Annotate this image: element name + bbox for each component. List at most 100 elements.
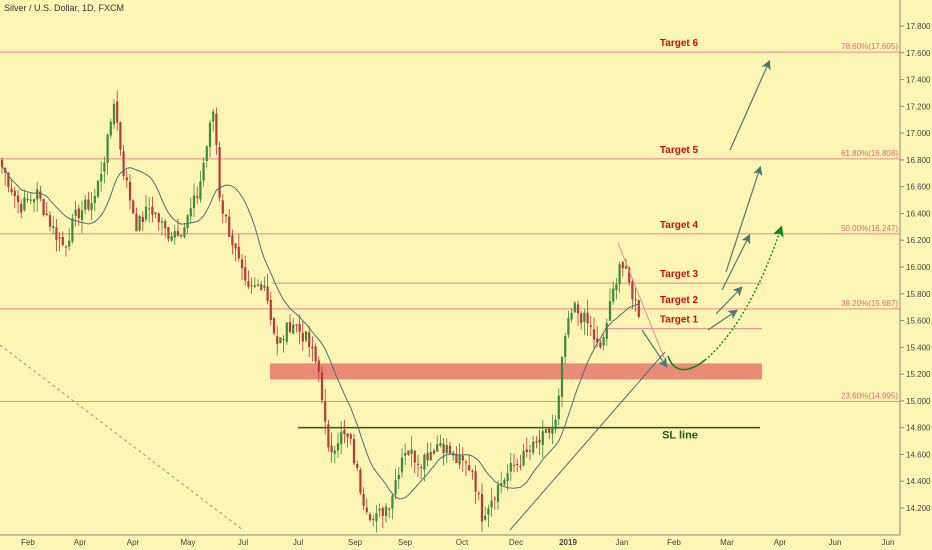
x-tick-label: Jun (829, 538, 842, 547)
candle-body (132, 200, 135, 214)
candle-body (589, 325, 592, 327)
candle-body (400, 457, 404, 473)
y-tick-label: 15.600 (906, 317, 931, 326)
candle-body (196, 196, 199, 199)
target-label: Target 3 (660, 269, 699, 280)
candle-body (404, 453, 407, 456)
candle-body (519, 466, 522, 468)
moving-average-line (1, 166, 639, 500)
target-arrow (715, 286, 743, 315)
candle-body (68, 240, 71, 247)
candle-body (528, 450, 532, 452)
candle-body (564, 335, 567, 357)
candle-body (324, 401, 327, 422)
candle-body (432, 450, 436, 454)
fib-level-label: 78.60%(17.605) (841, 42, 898, 51)
candle-body (535, 441, 538, 443)
candle-body (288, 322, 292, 333)
y-tick-label: 14.200 (906, 504, 931, 513)
candle-body (592, 329, 596, 340)
candle-body (468, 465, 471, 471)
candle-body (202, 162, 205, 181)
dashed-trendline (0, 344, 244, 531)
candle-body (487, 508, 490, 515)
y-tick-label: 15.800 (906, 290, 931, 299)
candle-body (71, 218, 74, 242)
candle-body (164, 220, 167, 229)
candle-body (55, 227, 58, 240)
candle-body (215, 113, 218, 145)
candle-body (522, 451, 525, 466)
candle-body (464, 461, 468, 463)
y-tick-label: 16.600 (906, 183, 931, 192)
candle-body (263, 285, 266, 288)
candle-body (282, 339, 285, 341)
y-tick-label: 17.800 (906, 22, 931, 31)
y-tick-label: 17.200 (906, 102, 931, 111)
candle-body (631, 281, 634, 300)
x-tick-label: May (180, 538, 195, 547)
x-tick-label: Oct (456, 538, 469, 547)
candle-body (624, 266, 628, 269)
target-arrow (721, 233, 751, 291)
candle-body (503, 479, 506, 485)
candle-body (551, 427, 554, 434)
candle-body (362, 493, 365, 506)
fib-level-label: 38.20%(15.687) (841, 299, 898, 308)
candle-body (455, 454, 458, 464)
candle-body (298, 323, 301, 332)
x-tick-label: Jul (293, 538, 303, 547)
candle-body (205, 146, 208, 162)
candle-body (327, 424, 330, 448)
candle-body (0, 160, 4, 167)
candle-body (500, 483, 503, 486)
candle-body (199, 181, 202, 200)
candle-body (109, 121, 112, 136)
candle-body (64, 246, 68, 248)
y-tick-label: 15.200 (906, 370, 931, 379)
candle-body (151, 206, 154, 215)
target-label: Target 5 (660, 145, 699, 156)
candle-body (544, 429, 548, 433)
candle-body (106, 134, 109, 163)
candle-body (349, 434, 352, 439)
candle-body (368, 514, 372, 521)
candle-body (228, 216, 231, 237)
candle-body (189, 208, 192, 217)
candle-body (330, 445, 333, 453)
x-tick-label: Feb (667, 538, 681, 547)
candle-body (448, 445, 452, 454)
candle-body (269, 300, 272, 320)
candle-body (458, 455, 461, 465)
x-tick-label: Apr (774, 538, 787, 547)
candle-body (112, 103, 116, 125)
candle-body (311, 346, 314, 349)
candle-body (116, 101, 119, 123)
candle-body (509, 462, 512, 472)
candle-body (247, 281, 250, 287)
candle-body (58, 237, 61, 239)
x-tick-label: Sep (398, 538, 413, 547)
candle-body (615, 284, 618, 291)
candle-body (256, 284, 260, 286)
candle-body (160, 221, 164, 223)
candle-body (119, 122, 122, 150)
candle-body (186, 215, 189, 229)
candle-body (96, 180, 100, 197)
x-tick-label: Mar (720, 538, 734, 547)
candle-body (343, 430, 346, 435)
candle-body (516, 463, 519, 465)
descending-trendline (617, 242, 668, 366)
candle-body (93, 195, 96, 204)
candle-body (87, 199, 90, 210)
candle-body (628, 267, 631, 283)
projection-curve (667, 355, 706, 371)
candle-body (621, 261, 624, 269)
candle-body (439, 442, 442, 446)
candle-body (372, 519, 375, 521)
candle-body (436, 444, 439, 452)
candle-body (42, 199, 45, 215)
candle-body (192, 195, 196, 209)
